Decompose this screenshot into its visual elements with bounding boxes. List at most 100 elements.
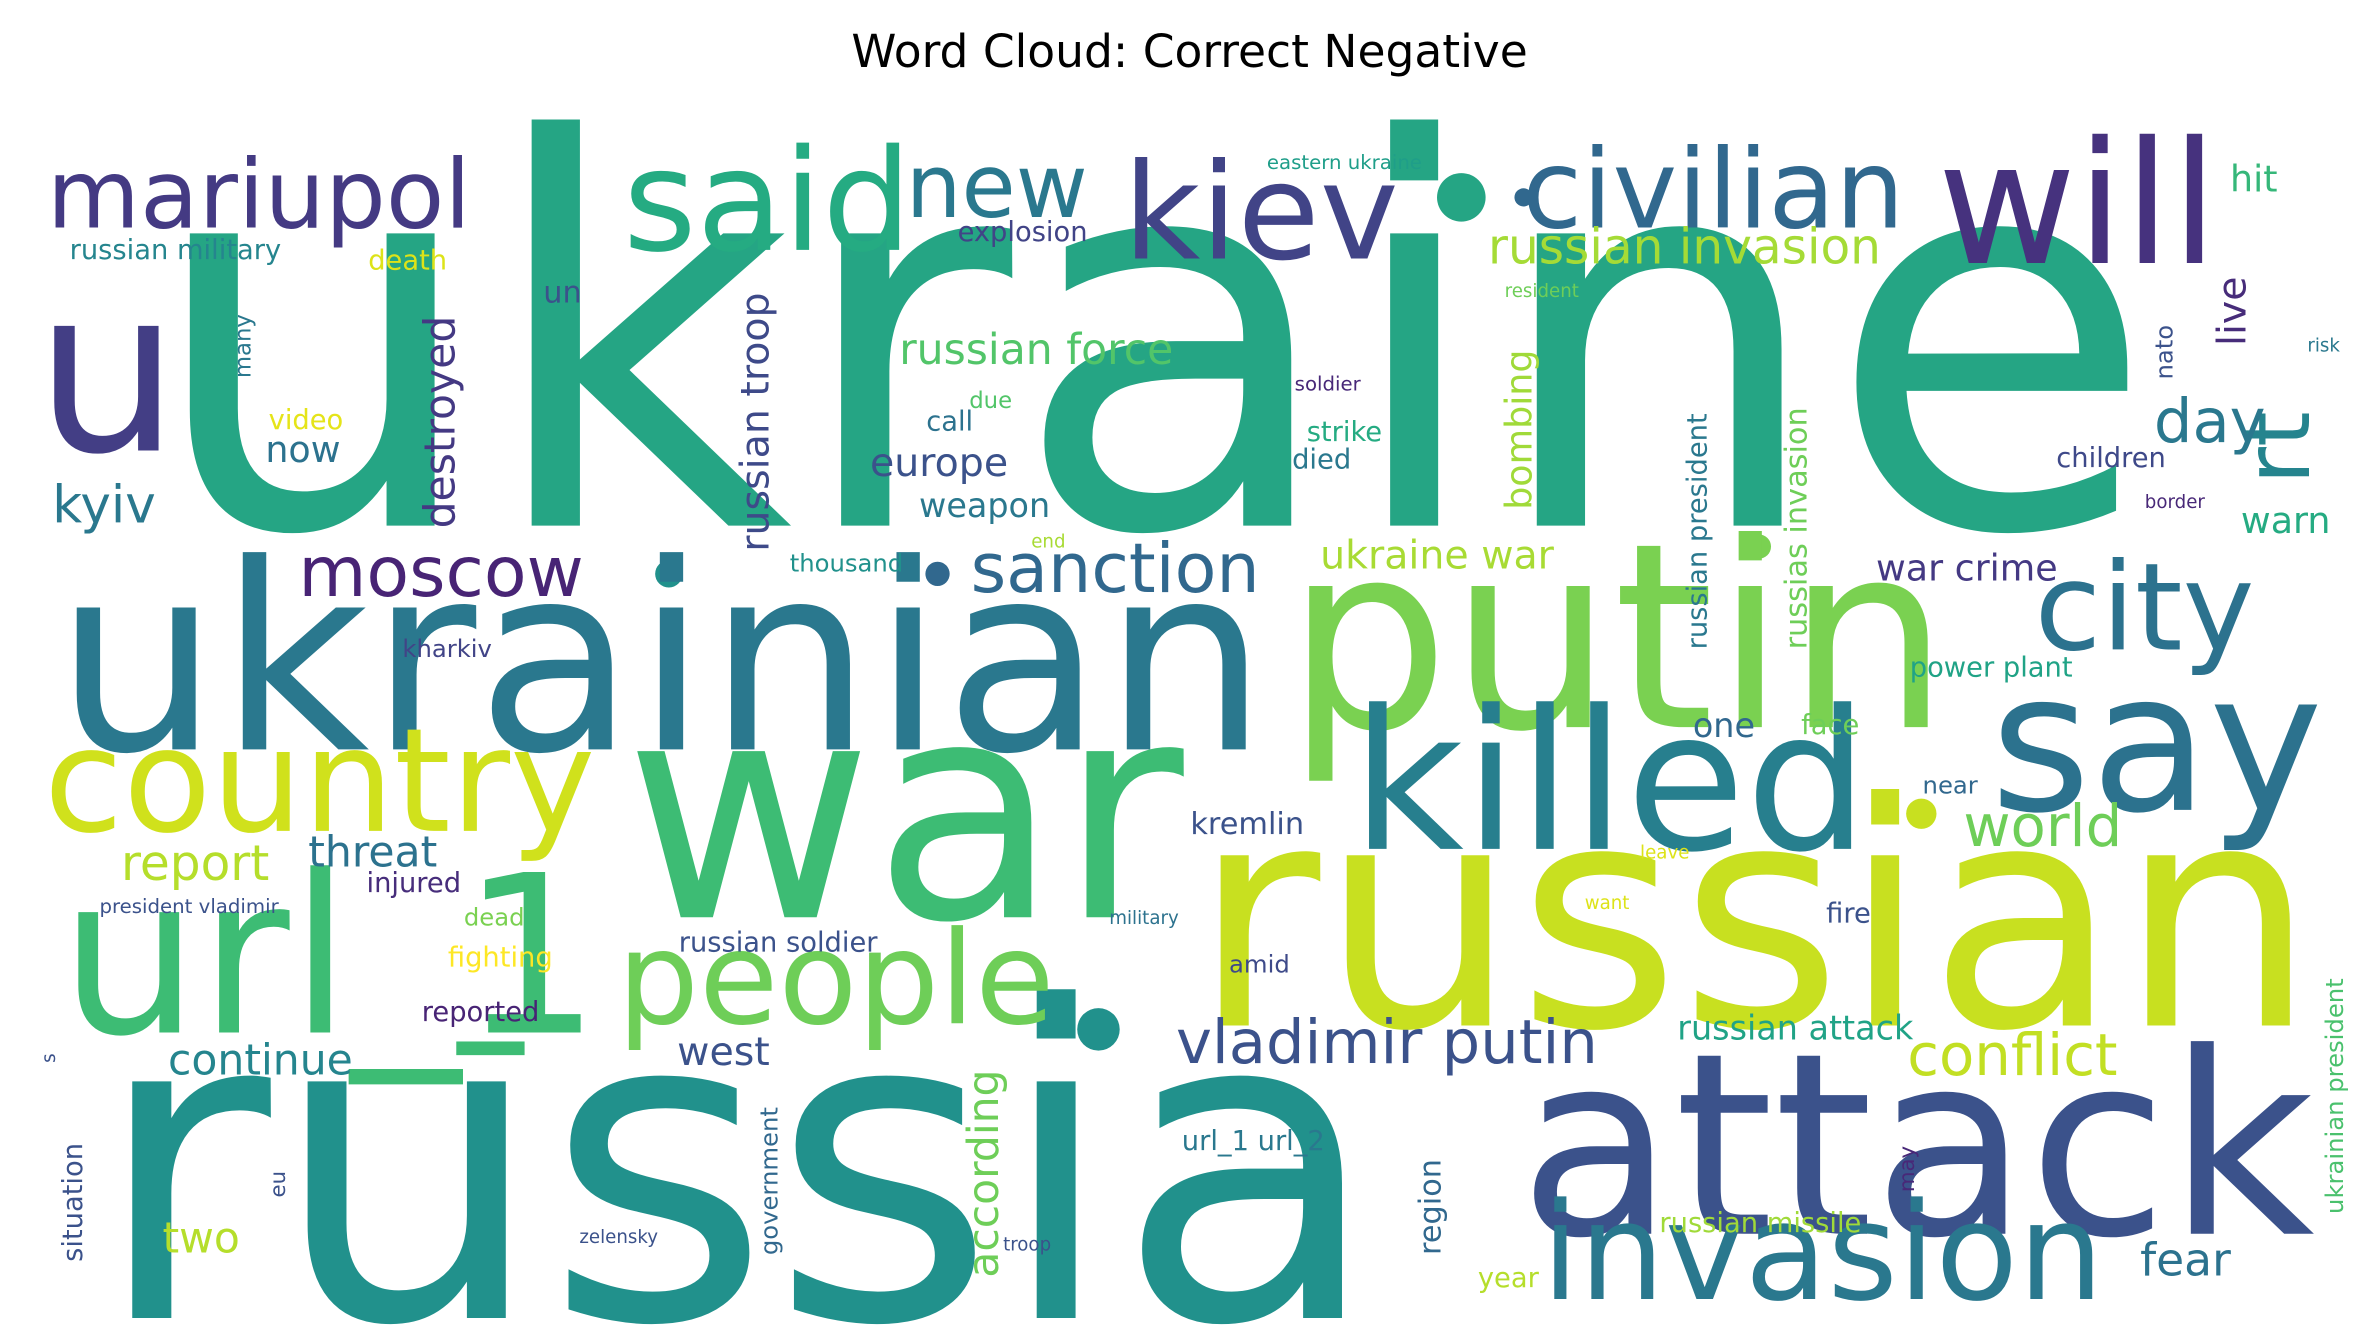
word: west [677, 1029, 770, 1075]
word: leave [1640, 843, 1689, 864]
word: kyiv [52, 476, 155, 536]
dot [655, 560, 683, 588]
word: fear [2140, 1234, 2231, 1287]
dot [1746, 534, 1772, 559]
word: risk [2307, 336, 2340, 357]
word: according [960, 1069, 1009, 1277]
word: children [2056, 443, 2166, 474]
word: ukrainian [55, 509, 1268, 811]
word: vladimir putin [1176, 1008, 1598, 1078]
word: thousand [790, 549, 904, 578]
word: russian missile [1659, 1208, 1861, 1239]
word: sanction [971, 530, 1260, 609]
word: reported [422, 997, 540, 1028]
word: will [1937, 106, 2218, 304]
dot [1514, 188, 1533, 207]
word: power plant [1910, 653, 2073, 684]
word: russian soldier [679, 927, 879, 958]
word: said [623, 120, 912, 284]
word: nato [2150, 325, 2179, 380]
word: url_1 [60, 828, 601, 1084]
word: weapon [919, 486, 1050, 525]
word: rt [2225, 411, 2331, 484]
word: call [926, 407, 973, 438]
word: president vladimir [99, 895, 279, 918]
word: ukrainian president [2320, 978, 2349, 1214]
word: fighting [448, 942, 553, 973]
word: report [121, 836, 269, 892]
word: war crime [1876, 546, 2058, 589]
dot [1437, 173, 1486, 222]
word: europe [870, 440, 1008, 486]
word: warn [2241, 499, 2331, 542]
word: eastern ukraine [1267, 151, 1422, 174]
word: invasion [1542, 1174, 2104, 1331]
word: near [1923, 770, 1978, 799]
word: civilian [1522, 126, 1905, 253]
word: dead [464, 902, 525, 931]
word: want [1585, 893, 1630, 914]
word: troop [1003, 1234, 1051, 1255]
dot [925, 561, 950, 587]
word: world [1963, 792, 2122, 860]
word: russia [93, 917, 1381, 1336]
word: conflict [1907, 1021, 2117, 1089]
word: military [1109, 908, 1179, 929]
word: day [2154, 387, 2266, 457]
word: say [1990, 632, 2323, 856]
word: two [162, 1214, 239, 1263]
word: threat [308, 829, 437, 878]
word: new [906, 135, 1088, 238]
word: strike [1307, 417, 1382, 448]
word: live [2210, 276, 2256, 346]
word: s [39, 1053, 60, 1062]
word: russian attack [1677, 1008, 1914, 1047]
word: city [2034, 536, 2254, 678]
word: un [543, 276, 581, 311]
word: kiev [1123, 135, 1399, 291]
word: mariupol [47, 138, 471, 250]
word: russian president [1683, 413, 1714, 649]
word: russian military [70, 235, 282, 266]
word: fire [1826, 898, 1871, 929]
dot [1906, 798, 1937, 829]
word: killed [1351, 669, 1868, 895]
word: death [368, 246, 447, 277]
word: eu [266, 1171, 291, 1198]
word: soldier [1295, 373, 1362, 396]
dots [456, 173, 1937, 1056]
word: war [625, 635, 1187, 989]
word: zelensky [579, 1227, 658, 1248]
word: one [1693, 706, 1755, 745]
word: people [617, 904, 1054, 1054]
word: now [265, 428, 340, 471]
word: government [755, 1107, 784, 1255]
word: died [1292, 445, 1351, 476]
word: continue [168, 1037, 353, 1086]
word: u [35, 239, 179, 504]
word: moscow [298, 532, 583, 613]
dash [456, 1041, 525, 1056]
dot [1077, 1008, 1120, 1051]
word: injured [366, 868, 461, 899]
word: hit [2230, 158, 2277, 201]
word: border [2145, 492, 2206, 513]
word: due [969, 388, 1012, 414]
word: explosion [958, 217, 1088, 248]
word: attack [1519, 999, 2315, 1294]
word: russian troop [732, 292, 778, 551]
word: year [1478, 1263, 1540, 1294]
word: end [1031, 531, 1065, 552]
word: russian force [899, 326, 1173, 375]
word: face [1801, 710, 1859, 741]
word: russian invasion [1488, 219, 1881, 275]
word: russias invasion [1779, 407, 1814, 649]
word: russian [1192, 738, 2316, 1100]
word: many [231, 314, 257, 378]
word: may [1895, 1146, 1920, 1192]
word: country [44, 698, 596, 866]
word: bombing [1498, 349, 1541, 509]
word: ukraine war [1320, 533, 1555, 579]
